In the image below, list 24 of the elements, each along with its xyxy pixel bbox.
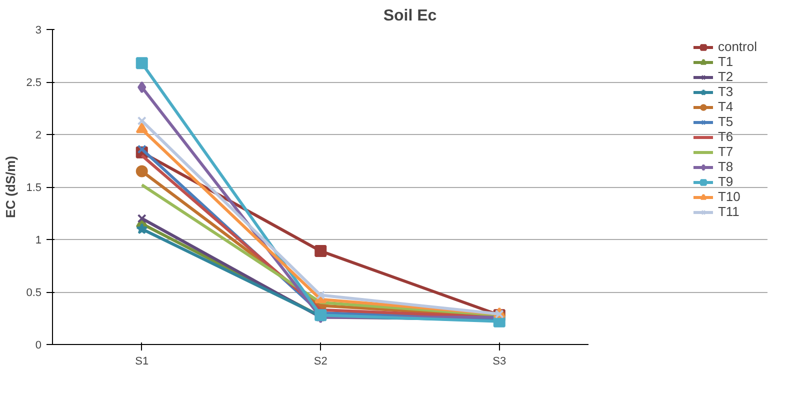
legend-label: T9 [718, 174, 734, 189]
y-tick-label: 1 [35, 234, 42, 246]
legend-label: T8 [718, 159, 734, 174]
legend-label: T3 [718, 84, 734, 99]
y-tick-label: 3 [35, 24, 42, 36]
y-axis-title: EC (dS/m) [3, 156, 18, 218]
y-tick-label: 0 [35, 340, 42, 352]
x-tick-label: S3 [492, 356, 506, 368]
legend-label: T7 [718, 144, 734, 159]
y-tick-label: 1.5 [26, 182, 42, 194]
y-tick-label: 2 [35, 130, 42, 142]
legend-label: T10 [718, 189, 740, 204]
legend-label: T6 [718, 129, 734, 144]
legend-label: T11 [718, 204, 740, 219]
y-tick-label: 2.5 [26, 77, 42, 89]
legend-label: control [718, 39, 757, 54]
legend-label: T2 [718, 69, 734, 84]
x-tick-label: S1 [135, 356, 149, 368]
x-tick-label: S2 [314, 356, 328, 368]
chart-title: Soil Ec [383, 8, 437, 24]
legend-label: T5 [718, 114, 734, 129]
y-tick-label: 0.5 [26, 287, 42, 299]
legend-label: T4 [718, 99, 734, 114]
legend-label: T1 [718, 54, 734, 69]
